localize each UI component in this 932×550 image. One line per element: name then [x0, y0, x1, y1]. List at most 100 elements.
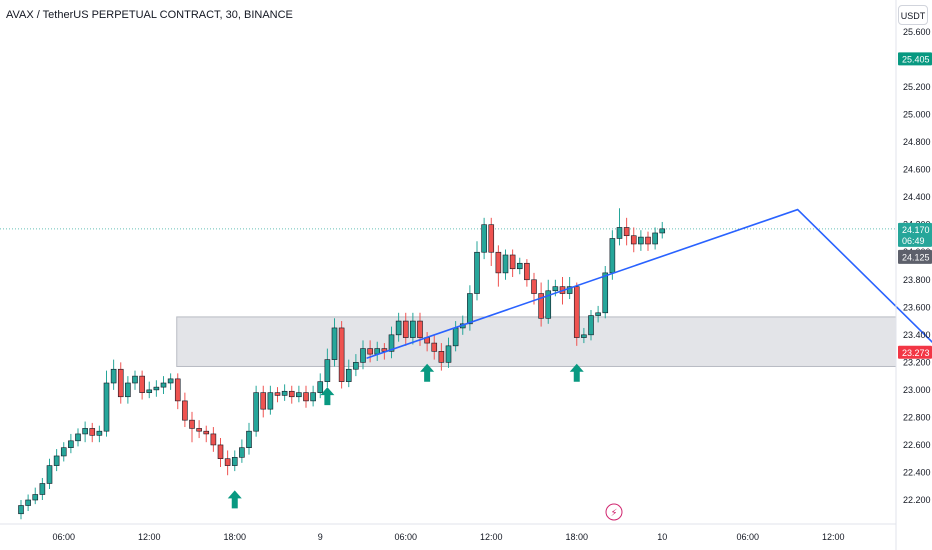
- up-arrow-marker: [320, 387, 335, 406]
- candle-body: [581, 334, 587, 338]
- candle-body: [488, 224, 495, 253]
- candle-body: [246, 430, 252, 448]
- candle-body: [46, 465, 53, 484]
- price-tick-label: 24.600: [903, 165, 931, 175]
- candle-body: [53, 455, 60, 466]
- time-axis: 06:00 12:00 18:00 9 06:00 12:00 18:00 10 06:00 12…: [0, 503, 896, 542]
- currency-unit-button[interactable]: USDT: [898, 5, 928, 25]
- candle-body: [545, 290, 552, 319]
- up-arrow-marker: [227, 490, 242, 509]
- candle-body: [360, 348, 366, 363]
- candle-body: [481, 224, 487, 253]
- candle-body: [509, 254, 516, 270]
- candle-body: [132, 375, 138, 384]
- candle-body: [630, 235, 637, 245]
- candle-body: [296, 392, 302, 398]
- candle-body: [395, 320, 402, 336]
- current-price-badge-bg: [898, 222, 932, 247]
- candle-body: [189, 419, 195, 429]
- candle-body: [310, 392, 316, 402]
- candle-body: [32, 494, 39, 501]
- candle-body: [317, 381, 324, 393]
- time-tick-label: 06:00: [52, 532, 75, 542]
- candle-body: [495, 251, 502, 274]
- candle-body: [652, 232, 658, 245]
- candle-body: [638, 236, 644, 245]
- countdown-badge: 06:49: [902, 236, 925, 246]
- price-tick-label: 25.000: [903, 110, 931, 120]
- candle-body: [174, 378, 181, 402]
- candle-body: [267, 392, 274, 410]
- candle-body: [203, 430, 210, 435]
- candle-body: [117, 368, 124, 398]
- candle-body: [224, 458, 231, 466]
- candle-body: [410, 320, 416, 338]
- candle-body: [217, 444, 224, 460]
- target-price-badge: 25.405: [902, 54, 930, 64]
- candle-body: [502, 254, 509, 274]
- events-icon: [605, 503, 623, 521]
- candle-body: [60, 447, 67, 457]
- current-price-badge: 24.170: [902, 225, 930, 235]
- time-tick-label: 12:00: [480, 532, 503, 542]
- candle-body: [110, 368, 117, 384]
- candle-body: [417, 320, 423, 338]
- up-arrow-marker: [569, 363, 584, 382]
- price-tick-label: 23.800: [903, 275, 931, 285]
- candle-body: [474, 251, 480, 294]
- candle-body: [538, 293, 544, 319]
- candle-body: [274, 392, 281, 396]
- candle-body: [253, 392, 259, 432]
- candle-body: [445, 345, 452, 363]
- support-zone: [176, 316, 897, 367]
- candle-body: [196, 428, 202, 432]
- candle-body: [467, 293, 473, 325]
- time-tick-label: 9: [318, 532, 323, 542]
- price-tick-label: 23.000: [903, 385, 931, 395]
- price-tick-label: 24.800: [903, 137, 931, 147]
- candle-body: [331, 327, 338, 360]
- candle-body: [402, 320, 409, 338]
- price-tick-label: 22.600: [903, 440, 931, 450]
- price-tick-label: 24.400: [903, 192, 931, 202]
- candle-body: [367, 348, 373, 355]
- candle-body: [239, 447, 245, 458]
- time-tick-label: 06:00: [394, 532, 417, 542]
- chart-title: AVAX / TetherUS PERPETUAL CONTRACT, 30, …: [6, 9, 293, 21]
- candle-body: [609, 238, 616, 274]
- candle-body: [602, 272, 609, 314]
- candle-body: [588, 315, 594, 336]
- trend-layer: [366, 208, 932, 359]
- candle-body: [516, 262, 523, 270]
- price-tick-label: 23.600: [903, 302, 931, 312]
- candle-body: [25, 499, 31, 506]
- candle-body: [338, 327, 345, 382]
- target-price-badge-bg: [898, 52, 932, 66]
- candle-body: [623, 227, 630, 237]
- candle-body: [645, 236, 651, 245]
- time-tick-label: 12:00: [822, 532, 845, 542]
- price-tick-label: 23.200: [903, 357, 931, 367]
- secondary-price-badge: 24.125: [902, 252, 930, 262]
- candle-body: [616, 227, 623, 239]
- candle-body: [388, 334, 395, 352]
- candle-body: [524, 262, 530, 281]
- secondary-price-badge-bg: [898, 249, 932, 264]
- time-tick-label: 12:00: [138, 532, 161, 542]
- candle-body: [182, 400, 188, 421]
- price-tick-label: 22.800: [903, 412, 931, 422]
- zones-layer: [0, 228, 897, 367]
- candle-body: [452, 327, 459, 347]
- candle-body: [39, 483, 46, 495]
- candle-body: [89, 428, 96, 436]
- candle-body: [68, 440, 74, 448]
- candle-body: [324, 359, 331, 382]
- candle-body: [431, 342, 438, 352]
- stop-price-badge-bg: [898, 345, 932, 359]
- up-arrow-marker: [420, 363, 435, 382]
- time-tick-label: 18:00: [223, 532, 246, 542]
- candle-body: [552, 286, 559, 292]
- candle-body: [146, 389, 153, 393]
